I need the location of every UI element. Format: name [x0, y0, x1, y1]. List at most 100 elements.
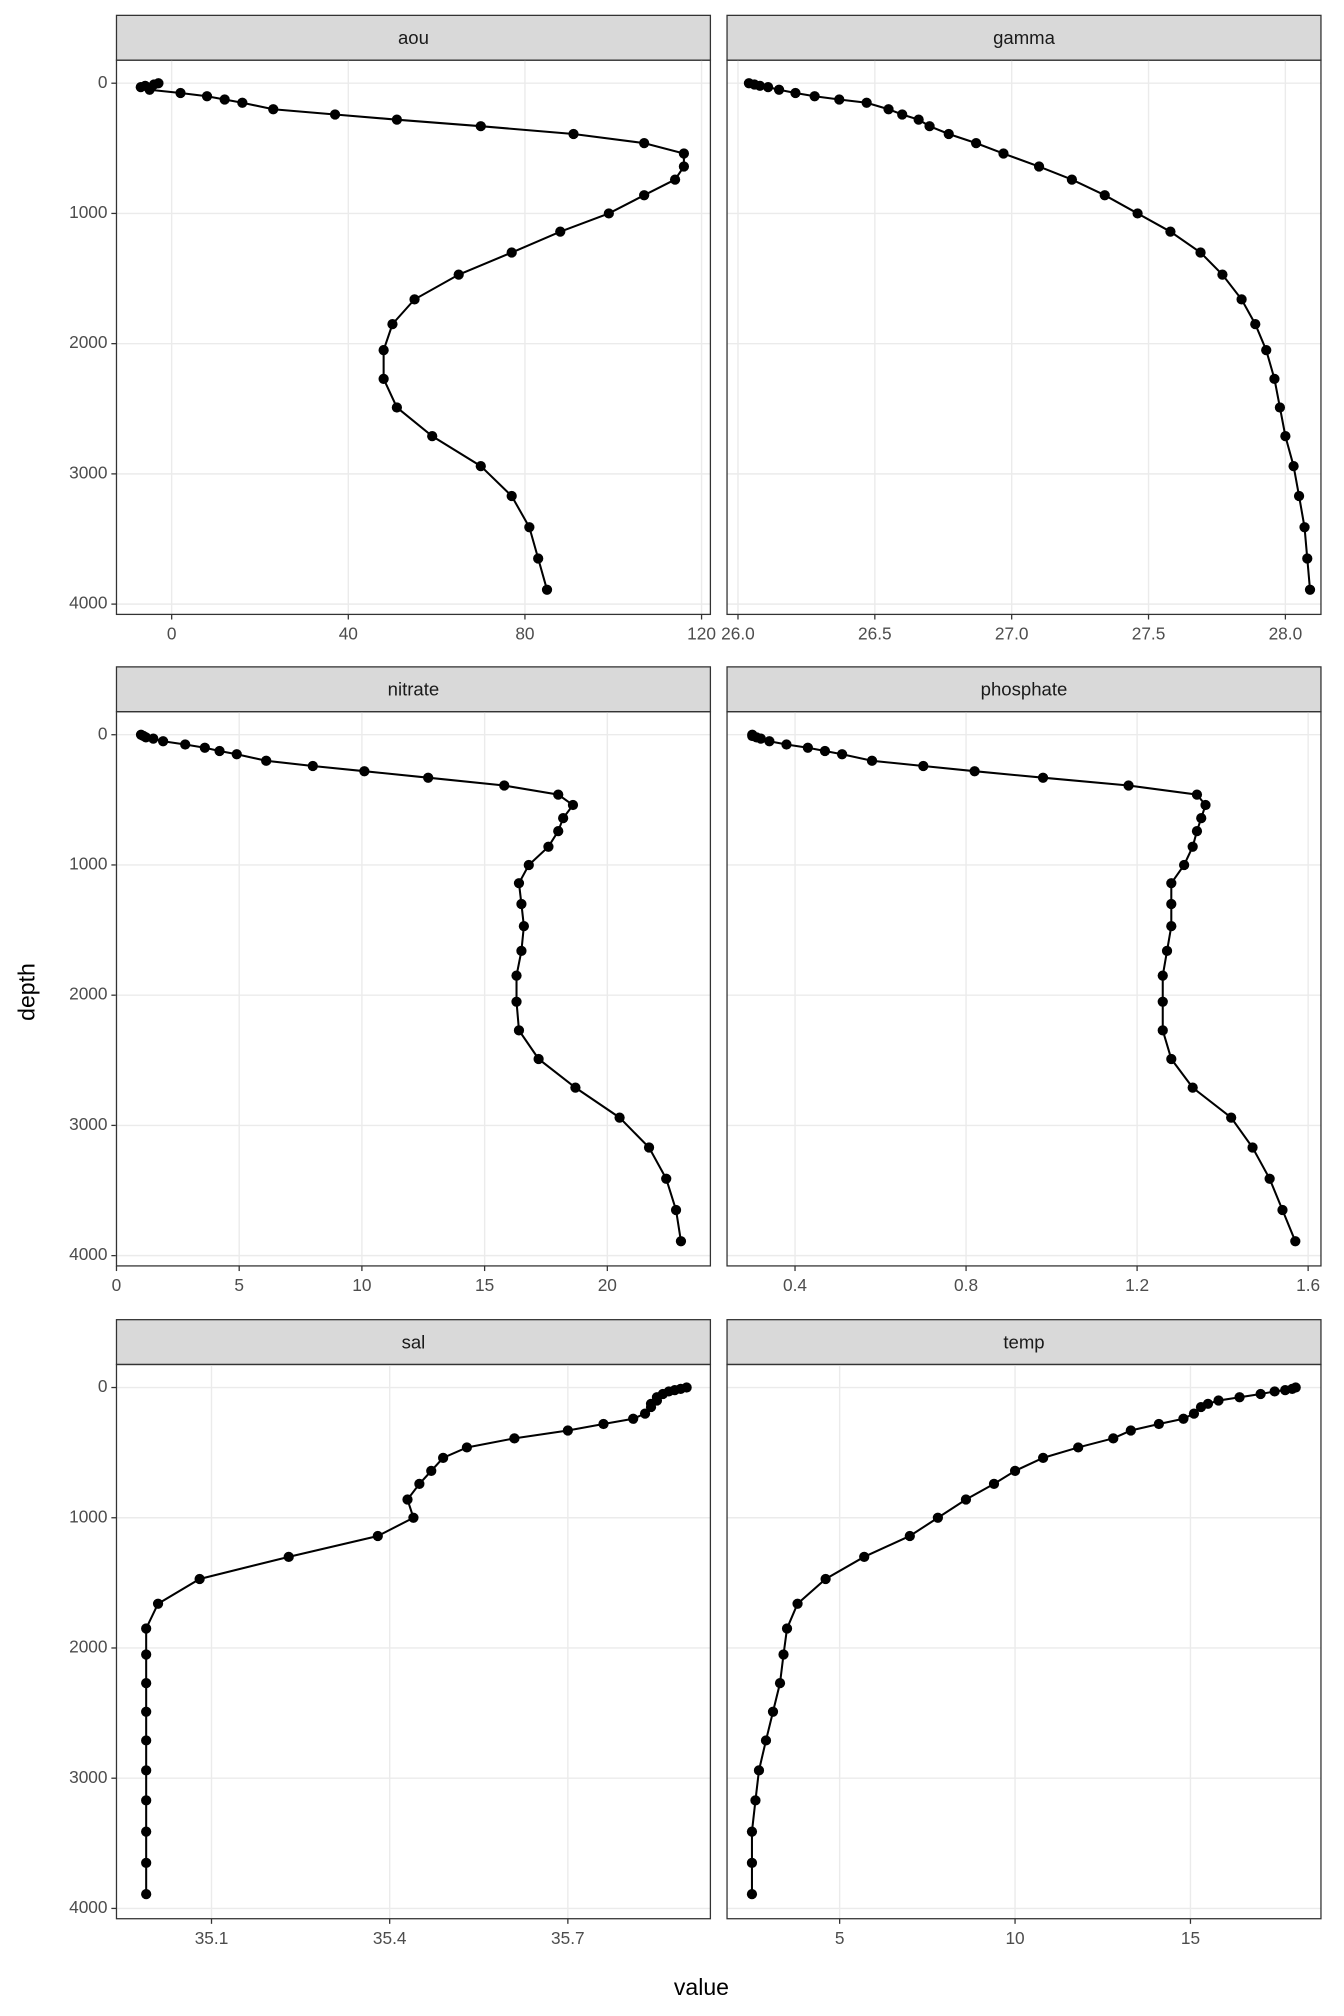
data-point	[567, 799, 579, 811]
data-point	[555, 226, 566, 237]
x-tick-label: 0.8	[954, 1275, 978, 1295]
data-point	[553, 789, 564, 800]
data-point	[753, 1765, 765, 1776]
data-point	[141, 1678, 152, 1689]
data-point	[141, 1857, 152, 1868]
data-line	[140, 733, 682, 1242]
data-point	[533, 553, 544, 564]
y-tick-label: 3000	[69, 462, 107, 482]
strip-label: sal	[402, 1331, 426, 1352]
data-point	[755, 733, 766, 744]
data-point	[1108, 1433, 1119, 1444]
data-point	[1234, 1392, 1245, 1403]
data-point	[506, 490, 517, 502]
data-point	[261, 755, 272, 766]
data-point	[1299, 522, 1310, 533]
x-tick-label: 120	[687, 623, 716, 643]
data-point	[1179, 859, 1190, 871]
data-point	[1288, 460, 1299, 472]
data-point	[970, 137, 982, 149]
y-tick-label: 3000	[69, 1767, 107, 1787]
data-point	[1280, 1385, 1291, 1396]
x-tick-label: 26.5	[858, 623, 892, 643]
data-point	[426, 1465, 437, 1476]
data-point	[643, 1142, 655, 1153]
strip-label: phosphate	[981, 678, 1068, 699]
data-point	[943, 128, 954, 140]
data-point	[1037, 772, 1049, 783]
data-point	[802, 742, 813, 753]
data-point	[1187, 1082, 1198, 1093]
data-point	[859, 1551, 870, 1562]
data-point	[1191, 789, 1203, 800]
data-point	[1132, 208, 1143, 219]
y-tick-label: 4000	[69, 1244, 107, 1264]
data-point	[423, 772, 434, 783]
x-tick-label: 40	[339, 623, 358, 643]
x-tick-label: 0	[112, 1275, 122, 1295]
data-point	[904, 1530, 915, 1542]
x-tick-label: 28.0	[1269, 623, 1303, 643]
data-line	[748, 82, 1312, 590]
panel-border	[115, 711, 712, 1267]
data-point	[141, 1888, 152, 1900]
data-point	[201, 91, 213, 102]
data-point	[746, 1826, 758, 1837]
data-point	[1250, 319, 1261, 330]
data-point	[1302, 553, 1313, 564]
panel-background	[116, 60, 711, 615]
x-axis-title: value	[674, 1974, 729, 2000]
data-point	[513, 1025, 525, 1036]
panel-border	[726, 59, 1322, 616]
data-point	[897, 109, 908, 120]
y-tick-label: 0	[98, 72, 108, 92]
data-point	[639, 1408, 651, 1419]
data-point	[774, 1678, 786, 1689]
x-tick-label: 5	[234, 1275, 244, 1295]
data-point	[570, 1082, 581, 1093]
data-point	[1073, 1442, 1084, 1453]
data-point	[511, 996, 522, 1007]
data-point	[1200, 799, 1211, 811]
strip-label: aou	[398, 27, 429, 48]
data-point	[378, 373, 389, 384]
data-point	[329, 109, 341, 120]
data-point	[1213, 1395, 1224, 1406]
data-point	[781, 739, 792, 750]
data-point	[918, 760, 929, 772]
x-tick-label: 1.2	[1125, 1275, 1149, 1295]
data-point	[960, 1494, 972, 1505]
data-point	[1153, 1418, 1165, 1430]
strip	[115, 1319, 712, 1366]
data-point	[1178, 1413, 1189, 1424]
data-point	[180, 739, 191, 750]
data-point	[509, 1433, 520, 1444]
x-tick-label: 15	[1181, 1928, 1200, 1948]
data-point	[231, 749, 242, 760]
data-point	[543, 841, 554, 852]
data-point	[767, 1706, 779, 1717]
data-point	[141, 1623, 152, 1634]
panel-border	[115, 59, 712, 616]
y-tick-label: 1000	[69, 854, 107, 874]
data-point	[524, 522, 535, 533]
data-point	[998, 148, 1009, 159]
data-point	[603, 208, 614, 219]
data-point	[661, 1173, 672, 1184]
data-point	[562, 1425, 573, 1436]
data-point	[1188, 1408, 1200, 1419]
data-point	[746, 1857, 758, 1868]
data-point	[214, 745, 225, 757]
data-point	[144, 84, 155, 95]
data-point	[157, 736, 169, 747]
data-point	[792, 1598, 803, 1609]
data-point	[1165, 226, 1176, 237]
data-point	[1290, 1236, 1301, 1247]
data-point	[518, 921, 529, 932]
data-point	[1264, 1173, 1275, 1184]
data-point	[1099, 190, 1110, 201]
data-point	[141, 1735, 152, 1746]
data-point	[513, 878, 525, 889]
data-point	[1274, 402, 1286, 413]
